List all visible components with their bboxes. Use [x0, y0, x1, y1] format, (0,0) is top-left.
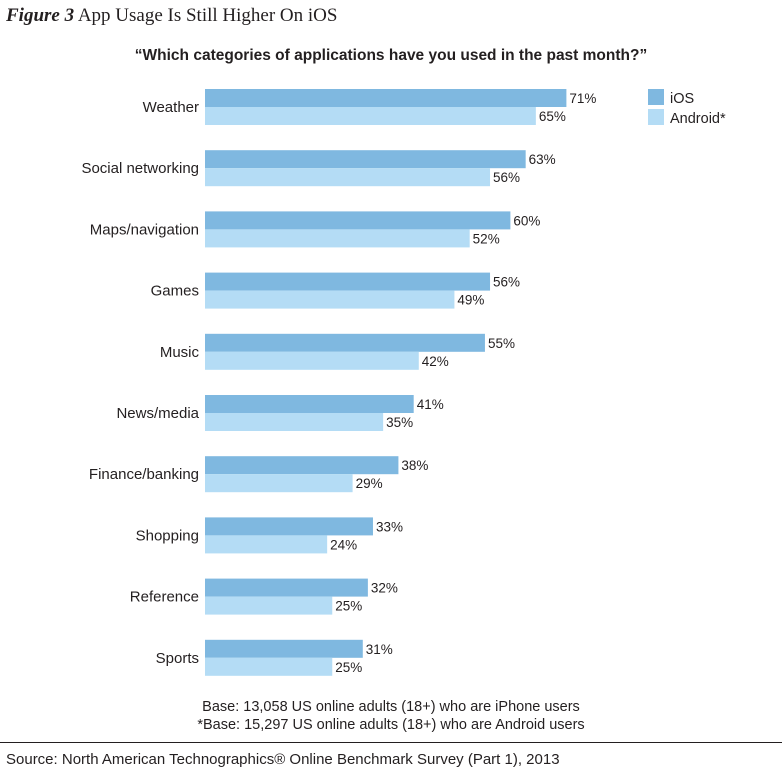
figure-title: Figure 3 App Usage Is Still Higher On iO…	[6, 5, 337, 27]
base-notes: Base: 13,058 US online adults (18+) who …	[0, 698, 782, 734]
figure-title-text: App Usage Is Still Higher On iOS	[77, 5, 338, 26]
legend-label-android: Android*	[670, 111, 726, 127]
category-label-maps-navigation: Maps/navigation	[90, 221, 199, 238]
bar-ios-social-networking	[205, 150, 526, 169]
category-label-shopping: Shopping	[136, 527, 199, 544]
value-label-android-games: 49%	[457, 293, 484, 308]
value-label-ios-social-networking: 63%	[529, 152, 556, 167]
bar-ios-weather	[205, 89, 567, 107]
bar-android-maps-navigation	[205, 229, 470, 248]
bar-android-shopping	[205, 535, 328, 554]
bar-android-sports	[205, 657, 333, 676]
bar-android-reference	[205, 596, 333, 615]
value-label-android-weather: 65%	[539, 109, 566, 124]
bar-android-games	[205, 290, 455, 309]
category-label-music: Music	[160, 344, 200, 361]
bar-android-music	[205, 351, 419, 370]
category-label-news-media: News/media	[116, 405, 199, 422]
value-label-ios-reference: 32%	[371, 581, 398, 596]
value-label-ios-weather: 71%	[569, 91, 596, 106]
bar-ios-games	[205, 272, 491, 291]
value-label-android-finance-banking: 29%	[356, 476, 383, 491]
bar-android-social-networking	[205, 168, 491, 187]
value-label-android-sports: 25%	[335, 660, 362, 675]
bar-android-finance-banking	[205, 474, 353, 493]
bar-ios-news-media	[205, 395, 414, 413]
bar-ios-sports	[205, 639, 363, 658]
source-note: Source: North American Technographics® O…	[6, 751, 560, 768]
category-label-games: Games	[151, 283, 199, 300]
bar-ios-reference	[205, 578, 368, 597]
value-label-android-maps-navigation: 52%	[473, 231, 500, 246]
value-label-ios-sports: 31%	[366, 642, 393, 657]
value-label-ios-news-media: 41%	[417, 397, 444, 412]
bar-ios-shopping	[205, 517, 373, 536]
value-label-ios-games: 56%	[493, 275, 520, 290]
value-label-android-social-networking: 56%	[493, 170, 520, 185]
bar-ios-music	[205, 333, 485, 352]
legend-swatch-ios	[648, 89, 664, 105]
value-label-android-music: 42%	[422, 354, 449, 369]
chart-title: “Which categories of applications have y…	[134, 47, 648, 64]
value-label-android-shopping: 24%	[330, 537, 357, 552]
bar-ios-maps-navigation	[205, 211, 511, 230]
category-label-social-networking: Social networking	[81, 160, 199, 177]
value-label-android-reference: 25%	[335, 599, 362, 614]
value-label-ios-music: 55%	[488, 336, 515, 351]
category-label-finance-banking: Finance/banking	[89, 466, 199, 483]
category-label-sports: Sports	[156, 650, 199, 667]
base-note-ios: Base: 13,058 US online adults (18+) who …	[202, 699, 580, 715]
value-label-ios-shopping: 33%	[376, 519, 403, 534]
value-label-ios-finance-banking: 38%	[401, 458, 428, 473]
value-label-android-news-media: 35%	[386, 415, 413, 430]
legend-label-ios: iOS	[670, 91, 694, 107]
source-divider	[0, 742, 782, 743]
value-label-ios-maps-navigation: 60%	[513, 213, 540, 228]
bar-android-weather	[205, 107, 536, 125]
bar-android-news-media	[205, 413, 384, 431]
category-label-reference: Reference	[130, 589, 199, 606]
legend-swatch-android	[648, 109, 664, 125]
figure-label: Figure 3	[6, 5, 75, 26]
base-note-android: *Base: 15,297 US online adults (18+) who…	[197, 717, 585, 733]
bar-ios-finance-banking	[205, 456, 399, 475]
bar-chart: Weather 71%65% Social networking 63% 56% Maps…	[81, 89, 726, 676]
category-label-weather: Weather	[143, 99, 199, 116]
